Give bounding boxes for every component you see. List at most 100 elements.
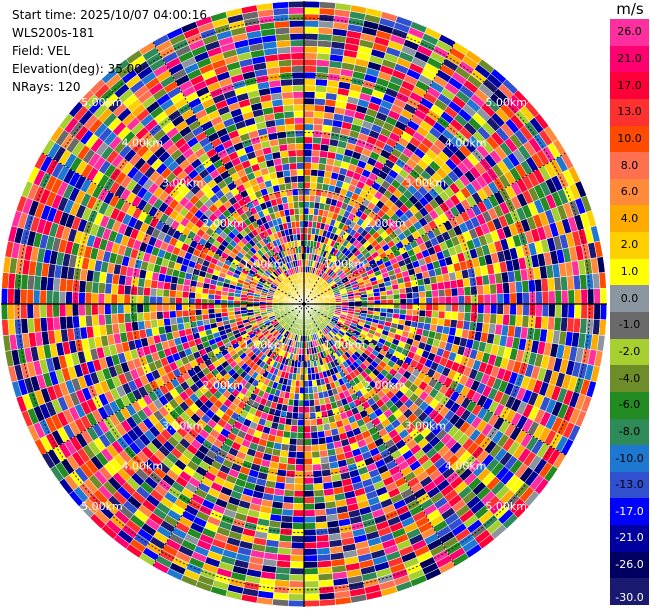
velocity-bin [168, 303, 177, 312]
velocity-bin [303, 149, 313, 157]
velocity-bin [567, 303, 575, 319]
velocity-bin [303, 522, 317, 530]
velocity-bin [303, 110, 315, 118]
velocity-bin [580, 303, 588, 320]
velocity-bin [97, 303, 105, 316]
velocity-bin [293, 490, 305, 498]
velocity-bin [117, 303, 125, 315]
velocity-bin [7, 303, 15, 320]
velocity-bin [303, 142, 313, 151]
velocity-bin [149, 311, 158, 321]
velocity-bin [308, 392, 315, 401]
velocity-bin [308, 201, 315, 209]
velocity-bin [449, 279, 458, 289]
velocity-bin [317, 39, 332, 48]
velocity-bin [181, 303, 189, 311]
velocity-bin [293, 201, 300, 209]
velocity-bin [175, 303, 183, 311]
velocity-bin [405, 292, 414, 299]
velocity-bin [289, 567, 305, 575]
velocity-bin [443, 318, 452, 328]
velocity-bin [483, 303, 491, 315]
velocity-bin [311, 149, 321, 158]
velocity-bin [58, 290, 67, 305]
velocity-bin [303, 561, 319, 569]
velocity-bin [303, 181, 311, 189]
velocity-bin [425, 297, 433, 305]
velocity-bin [85, 280, 93, 294]
velocity-bin [303, 168, 312, 177]
velocity-bin [534, 278, 543, 293]
velocity-bin [175, 290, 183, 298]
velocity-bin [303, 593, 320, 601]
velocity-bin [315, 521, 328, 530]
velocity-bin [548, 290, 556, 305]
velocity-bin [316, 553, 332, 562]
velocity-bin [175, 297, 183, 305]
velocity-bin [276, 39, 291, 48]
velocity-bin [278, 540, 292, 549]
velocity-bin [303, 419, 311, 427]
velocity-bin [303, 201, 310, 209]
velocity-bin [311, 450, 321, 459]
velocity-bin [26, 289, 34, 305]
velocity-bin [303, 65, 317, 73]
velocity-bin [278, 534, 293, 543]
velocity-bin [314, 91, 327, 100]
velocity-bin [156, 311, 164, 320]
velocity-bin [65, 291, 73, 305]
velocity-bin [33, 303, 41, 319]
velocity-bin [58, 303, 67, 318]
velocity-bin [136, 312, 145, 322]
velocity-bin [284, 482, 295, 491]
velocity-bin [303, 515, 316, 524]
velocity-bin [194, 292, 203, 299]
velocity-bin [313, 495, 326, 504]
velocity-bin [405, 309, 414, 316]
velocity-bin [554, 303, 562, 318]
velocity-bin [123, 284, 132, 296]
velocity-bin [560, 317, 569, 332]
velocity-bin [444, 303, 453, 313]
velocity-bin [110, 283, 119, 295]
velocity-bin [295, 444, 305, 453]
velocity-bin [303, 399, 310, 407]
velocity-bin [65, 303, 73, 317]
velocity-bin [303, 438, 312, 446]
velocity-bin [276, 560, 291, 569]
velocity-bin [91, 281, 100, 294]
velocity-bin [194, 298, 202, 305]
velocity-bin [296, 438, 305, 446]
velocity-bin [175, 310, 183, 318]
velocity-bin [176, 283, 184, 292]
velocity-bin [319, 449, 329, 458]
velocity-bin [318, 443, 328, 452]
velocity-bin [495, 282, 504, 295]
velocity-bin [554, 290, 562, 305]
velocity-bin [309, 405, 316, 414]
velocity-bin [283, 110, 295, 119]
velocity-bin [509, 292, 517, 305]
velocity-bin [438, 296, 446, 305]
velocity-bin [303, 431, 312, 440]
velocity-bin [464, 294, 472, 305]
velocity-bin [286, 195, 294, 203]
velocity-bin [553, 316, 562, 332]
velocity-bin [282, 169, 291, 178]
velocity-bin [303, 7, 320, 15]
velocity-bin [295, 220, 301, 228]
velocity-bin [319, 150, 329, 159]
velocity-bin [297, 425, 305, 433]
velocity-bin [449, 319, 458, 329]
velocity-bin [316, 52, 331, 61]
velocity-bin [312, 123, 324, 132]
velocity-bin [282, 430, 291, 439]
velocity-bin [294, 477, 305, 485]
velocity-bin [130, 312, 138, 323]
velocity-bin [136, 303, 144, 314]
velocity-bin [313, 110, 325, 119]
velocity-bin [476, 284, 485, 296]
velocity-bin [289, 574, 305, 582]
velocity-bin [181, 309, 190, 318]
velocity-bin [393, 298, 401, 305]
